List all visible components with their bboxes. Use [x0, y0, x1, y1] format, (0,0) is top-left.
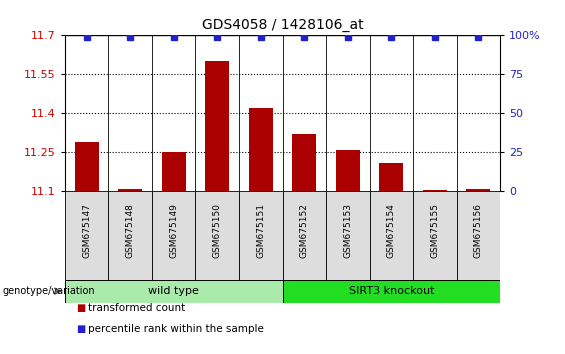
FancyBboxPatch shape [413, 191, 457, 280]
FancyBboxPatch shape [282, 191, 326, 280]
Bar [205, 61, 229, 191]
FancyBboxPatch shape [65, 280, 282, 303]
Bar [423, 190, 447, 191]
Text: GSM675150: GSM675150 [213, 202, 221, 258]
FancyBboxPatch shape [370, 191, 413, 280]
FancyBboxPatch shape [326, 191, 370, 280]
Text: ■: ■ [76, 303, 85, 313]
Text: GSM675155: GSM675155 [431, 202, 439, 258]
Bar [336, 150, 360, 191]
Text: genotype/variation: genotype/variation [3, 286, 95, 296]
FancyBboxPatch shape [65, 191, 108, 280]
Title: GDS4058 / 1428106_at: GDS4058 / 1428106_at [202, 18, 363, 32]
FancyBboxPatch shape [239, 191, 282, 280]
Bar [466, 189, 490, 191]
FancyBboxPatch shape [108, 191, 152, 280]
Text: GSM675149: GSM675149 [170, 202, 178, 258]
Bar [118, 189, 142, 191]
FancyBboxPatch shape [152, 191, 195, 280]
Text: GSM675156: GSM675156 [474, 202, 483, 258]
Text: GSM675154: GSM675154 [387, 202, 396, 258]
FancyBboxPatch shape [282, 280, 500, 303]
Bar [379, 162, 403, 191]
Text: GSM675152: GSM675152 [300, 202, 308, 258]
Text: GSM675147: GSM675147 [82, 202, 91, 258]
Text: GSM675153: GSM675153 [344, 202, 352, 258]
FancyBboxPatch shape [195, 191, 239, 280]
Bar [75, 142, 99, 191]
Text: GSM675151: GSM675151 [257, 202, 265, 258]
Text: ■: ■ [76, 324, 85, 334]
Text: transformed count: transformed count [88, 303, 185, 313]
FancyBboxPatch shape [457, 191, 500, 280]
Bar [249, 108, 273, 191]
Text: percentile rank within the sample: percentile rank within the sample [88, 324, 263, 334]
Text: GSM675148: GSM675148 [126, 202, 134, 258]
Text: SIRT3 knockout: SIRT3 knockout [349, 286, 434, 296]
Text: wild type: wild type [148, 286, 199, 296]
Bar [292, 134, 316, 191]
Bar [162, 152, 186, 191]
